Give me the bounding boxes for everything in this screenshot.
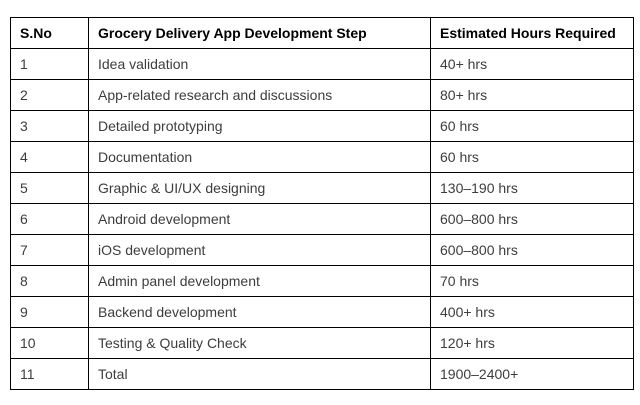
cell-sno: 1 [10,48,89,80]
cell-sno: 7 [10,234,89,266]
table-row: 5 Graphic & UI/UX designing 130–190 hrs [10,172,634,204]
table-row: 7 iOS development 600–800 hrs [10,234,634,266]
cell-sno: 4 [10,141,89,173]
table-row: 3 Detailed prototyping 60 hrs [10,110,634,142]
table-row: 4 Documentation 60 hrs [10,141,634,173]
cell-sno: 6 [10,203,89,235]
table-row: 11 Total 1900–2400+ [10,358,634,390]
cell-hours: 130–190 hrs [430,172,634,204]
cell-sno: 3 [10,110,89,142]
header-row: S.No Grocery Delivery App Development St… [10,17,634,49]
table-row: 6 Android development 600–800 hrs [10,203,634,235]
cell-step: Graphic & UI/UX designing [88,172,431,204]
cell-hours: 600–800 hrs [430,203,634,235]
header-hours: Estimated Hours Required [430,17,634,49]
cell-sno: 2 [10,79,89,111]
cell-step: Admin panel development [88,265,431,297]
cell-step: Detailed prototyping [88,110,431,142]
header-step: Grocery Delivery App Development Step [88,17,431,49]
table-row: 1 Idea validation 40+ hrs [10,48,634,80]
cell-hours: 120+ hrs [430,327,634,359]
cell-hours: 60 hrs [430,110,634,142]
cell-step: App-related research and discussions [88,79,431,111]
cell-step: Testing & Quality Check [88,327,431,359]
cell-sno: 10 [10,327,89,359]
cell-step: Backend development [88,296,431,328]
table-row: 2 App-related research and discussions 8… [10,79,634,111]
cell-step: Idea validation [88,48,431,80]
table-row: 10 Testing & Quality Check 120+ hrs [10,327,634,359]
cell-sno: 5 [10,172,89,204]
cell-step: Android development [88,203,431,235]
cell-hours: 80+ hrs [430,79,634,111]
cell-step: Documentation [88,141,431,173]
cell-sno: 9 [10,296,89,328]
cell-step: iOS development [88,234,431,266]
cell-hours: 70 hrs [430,265,634,297]
cell-hours: 1900–2400+ [430,358,634,390]
cell-hours: 60 hrs [430,141,634,173]
table-row: 8 Admin panel development 70 hrs [10,265,634,297]
cell-hours: 400+ hrs [430,296,634,328]
cell-step: Total [88,358,431,390]
cell-hours: 600–800 hrs [430,234,634,266]
table-row: 9 Backend development 400+ hrs [10,296,634,328]
development-hours-table: S.No Grocery Delivery App Development St… [10,17,634,390]
cell-sno: 11 [10,358,89,390]
cell-hours: 40+ hrs [430,48,634,80]
header-sno: S.No [10,17,89,49]
cell-sno: 8 [10,265,89,297]
